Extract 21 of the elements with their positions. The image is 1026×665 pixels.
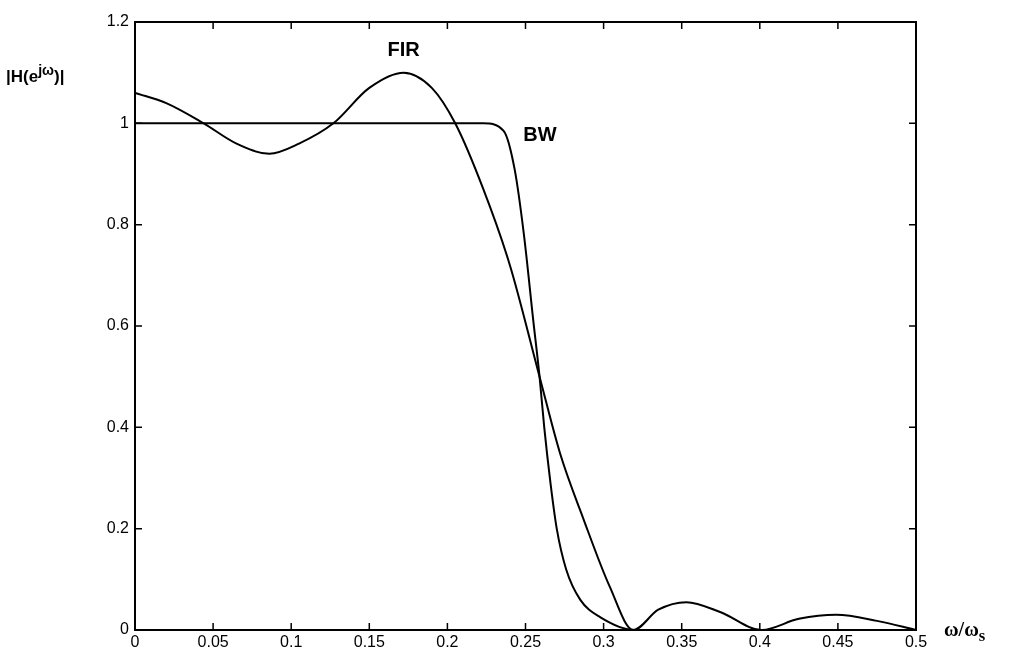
y-axis-title: |H(e$^{jω}$)| — [6, 62, 65, 87]
x-tick-label: 0.05 — [197, 633, 229, 651]
legend-label: FIR — [387, 38, 421, 61]
x-tick-label: 0.5 — [904, 633, 928, 651]
y-tick-label: 0.6 — [106, 316, 130, 334]
x-tick-label: 0.45 — [822, 633, 854, 651]
y-tick-label: 0.2 — [106, 519, 130, 537]
x-tick-label: 0.2 — [436, 633, 459, 651]
x-tick-label: 0.15 — [353, 633, 385, 651]
x-tick-label: 0.1 — [280, 633, 303, 651]
y-tick-label: 0.8 — [106, 215, 130, 233]
y-tick-label: 1 — [120, 113, 130, 131]
y-tick-label: 0.4 — [106, 417, 130, 435]
x-tick-label: 0.35 — [666, 633, 698, 651]
x-tick-label: 0.4 — [748, 633, 772, 651]
y-tick-label: 0 — [120, 620, 130, 638]
series-label: BW — [523, 122, 557, 145]
x-tick-label: 0.25 — [509, 633, 542, 651]
x-axis-title: ω/ω$_{s}$ — [944, 618, 986, 646]
x-tick-label: 0.3 — [592, 633, 615, 651]
y-tick-label: 1.2 — [106, 12, 130, 30]
